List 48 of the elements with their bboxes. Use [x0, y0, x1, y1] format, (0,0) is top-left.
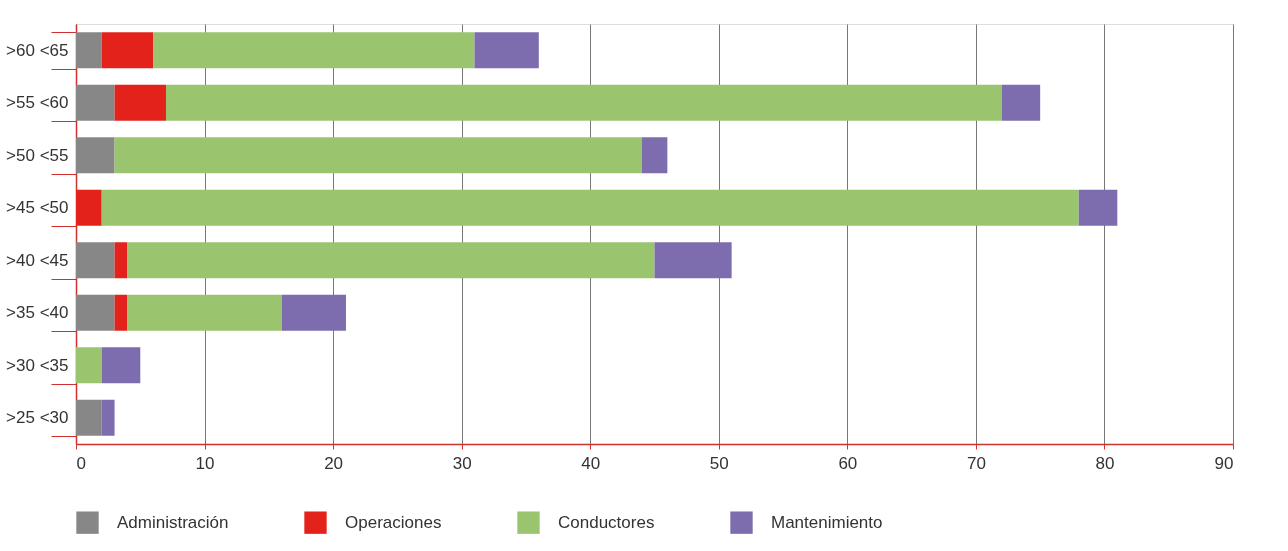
- bar: [76, 347, 102, 384]
- x-tick-label: 0: [76, 453, 86, 473]
- bar: [114, 294, 128, 331]
- bar: [114, 242, 128, 279]
- y-tick-label: >30 <35: [6, 355, 69, 375]
- x-tick-label: 20: [324, 453, 344, 473]
- y-tick-label: >25 <30: [6, 408, 69, 428]
- bar: [76, 399, 102, 436]
- bar: [1001, 84, 1041, 121]
- bar: [114, 137, 642, 174]
- y-tick-label: >35 <40: [6, 303, 69, 323]
- bar: [127, 294, 282, 331]
- x-tick-label: 80: [1095, 453, 1115, 473]
- bar: [654, 242, 732, 279]
- bar: [153, 32, 475, 69]
- bar: [127, 242, 655, 279]
- x-tick-label: 10: [195, 453, 215, 473]
- bar: [114, 84, 166, 121]
- x-tick-label: 50: [709, 453, 729, 473]
- y-tick-label: >45 <50: [6, 198, 69, 218]
- y-tick-label: >50 <55: [6, 145, 69, 165]
- legend-label: Mantenimiento: [771, 512, 883, 532]
- bar: [281, 294, 346, 331]
- bar: [474, 32, 539, 69]
- x-tick-label: 90: [1214, 453, 1234, 473]
- bar: [101, 189, 1079, 226]
- bar: [76, 242, 115, 279]
- bar: [76, 32, 102, 69]
- x-tick-label: 30: [452, 453, 472, 473]
- x-tick-label: 60: [838, 453, 858, 473]
- bar: [76, 189, 102, 226]
- bar: [1078, 189, 1118, 226]
- bar: [76, 84, 115, 121]
- x-tick-label: 70: [966, 453, 986, 473]
- x-tick-label: 40: [581, 453, 601, 473]
- legend-label: Operaciones: [345, 512, 442, 532]
- bar: [101, 347, 141, 384]
- bar: [101, 399, 115, 436]
- y-tick-label: >60 <65: [6, 40, 69, 60]
- legend-label: Conductores: [558, 512, 655, 532]
- bar: [101, 32, 154, 69]
- bar: [165, 84, 1002, 121]
- y-tick-label: >40 <45: [6, 250, 69, 270]
- y-tick-label: >55 <60: [6, 93, 69, 113]
- bar: [641, 137, 668, 174]
- legend-label: Administración: [117, 512, 229, 532]
- bar: [76, 294, 115, 331]
- bar: [76, 137, 115, 174]
